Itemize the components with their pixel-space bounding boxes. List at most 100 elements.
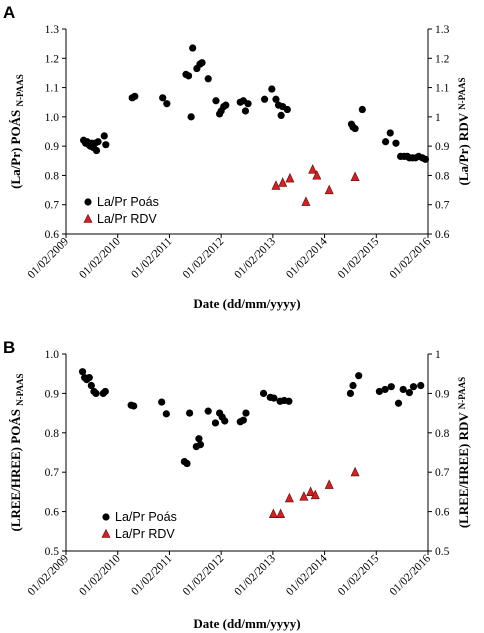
y-axis-label-left-quantity: (LREE/HREE) — [8, 444, 23, 532]
y-tick-right-label: 0.8 — [435, 428, 450, 440]
y-tick-left-label: 0.5 — [45, 546, 60, 558]
data-point-circle — [381, 385, 389, 394]
data-point-circle — [189, 44, 197, 52]
data-point-circle — [387, 383, 395, 391]
data-point-triangle — [350, 171, 360, 181]
panel-a: A 0.6 0.6 0.7 0.7 0.8 0.8 0.9 0.9 1.0 1 1.1 1.1 1.2 1… — [3, 3, 471, 311]
data-point-circle — [277, 111, 285, 119]
panel-letter-b: B — [3, 338, 15, 357]
data-point-circle — [102, 141, 110, 149]
y-tick-right-label: 1.1 — [435, 83, 450, 95]
y-axis-label-right-sub: N-PAAS — [457, 377, 467, 409]
data-point-circle — [421, 155, 430, 163]
data-point-circle — [78, 368, 87, 376]
data-point-circle — [409, 383, 418, 391]
data-point-circle — [358, 105, 366, 114]
x-tick-label: 01/02/2009 — [26, 552, 72, 598]
y-axis-label-right: (La/Pr) RDV N-PAAS — [456, 78, 471, 186]
data-point-circle — [183, 459, 191, 468]
y-tick-left-label: 0.7 — [45, 200, 60, 212]
data-point-circle — [222, 101, 230, 109]
y-axis-label-left: (LREE/HREE) POÁS N-PAAS — [8, 373, 25, 531]
x-tick-label: 01/02/2014 — [284, 552, 330, 598]
data-point-circle — [259, 389, 268, 397]
data-point-circle — [94, 138, 102, 146]
data-point-circle — [268, 85, 276, 93]
y-tick-left-label: 0.9 — [45, 141, 60, 153]
x-tick-label: 01/02/2011 — [129, 552, 174, 597]
y-tick-right-label: 1.3 — [435, 24, 450, 36]
data-point-triangle — [312, 169, 322, 180]
data-point-circle — [85, 374, 93, 382]
x-tick-label: 01/02/2013 — [232, 235, 278, 281]
y-tick-left-label: 1.1 — [45, 83, 60, 95]
y-tick-left-label: 1.0 — [45, 349, 60, 361]
data-point-circle — [92, 389, 100, 397]
x-tick-label: 01/02/2010 — [77, 552, 123, 598]
y-axis-label-right-sub: N-PAAS — [457, 78, 467, 110]
data-point-circle — [285, 397, 293, 405]
data-point-circle — [92, 146, 101, 155]
legend-label: La/Pr RDV — [97, 212, 157, 226]
y-axis-label-right-name: RDV — [456, 110, 471, 141]
data-point-circle — [394, 399, 403, 407]
data-point-circle — [386, 129, 394, 137]
legend-marker-circle — [84, 198, 92, 206]
legend-marker-triangle — [83, 213, 93, 223]
y-tick-left-label: 1.3 — [45, 24, 60, 36]
data-point-circle — [130, 402, 138, 410]
data-point-triangle — [278, 177, 288, 187]
panel-letter-a: A — [3, 3, 15, 22]
data-point-circle — [131, 92, 139, 100]
x-tick-label: 01/02/2015 — [336, 235, 382, 281]
x-tick-label: 01/02/2009 — [26, 235, 72, 281]
data-point-circle — [221, 417, 229, 425]
series-rdv — [268, 466, 360, 519]
y-tick-right-label: 0.7 — [435, 200, 450, 212]
data-point-circle — [399, 385, 407, 394]
data-point-triangle — [308, 164, 318, 174]
data-point-circle — [204, 407, 212, 415]
y-tick-right-label: 0.6 — [435, 507, 450, 519]
data-point-circle — [270, 394, 278, 402]
data-point-circle — [260, 95, 269, 103]
y-tick-right-label: 0.6 — [435, 229, 450, 241]
y-tick-left-label: 0.6 — [45, 507, 60, 519]
data-point-triangle — [350, 466, 360, 477]
data-point-triangle — [310, 489, 320, 500]
data-point-circle — [405, 389, 413, 397]
series-poas — [79, 44, 430, 163]
data-point-circle — [283, 105, 291, 114]
data-point-circle — [346, 389, 355, 397]
x-tick-label: 01/02/2010 — [77, 235, 123, 281]
legend-label: La/Pr Poás — [115, 510, 177, 524]
legend: La/Pr Poás La/Pr RDV — [101, 510, 177, 541]
y-axis-label-right: (LREE/HREE) RDV N-PAAS — [456, 377, 471, 528]
data-point-circle — [272, 95, 280, 103]
data-point-circle — [198, 59, 206, 67]
data-point-circle — [185, 409, 194, 417]
data-point-circle — [204, 75, 212, 83]
data-point-circle — [211, 419, 220, 427]
data-point-circle — [87, 381, 95, 390]
data-point-circle — [351, 124, 359, 133]
x-tick-label: 01/02/2015 — [336, 552, 382, 598]
data-point-circle — [375, 387, 383, 396]
y-tick-right-label: 1 — [435, 349, 441, 361]
data-point-triangle — [271, 180, 281, 190]
data-point-triangle — [306, 486, 316, 496]
x-tick-label: 01/02/2012 — [181, 235, 227, 281]
data-point-triangle — [285, 172, 295, 183]
y-axis-label-right-quantity: (LREE/HREE) — [456, 440, 471, 528]
data-point-triangle — [299, 491, 309, 501]
data-point-circle — [187, 113, 195, 121]
y-tick-left-label: 0.8 — [45, 170, 60, 182]
data-point-circle — [417, 381, 425, 390]
y-tick-right-label: 0.9 — [435, 388, 450, 400]
data-point-circle — [242, 409, 250, 417]
x-tick-label: 01/02/2012 — [181, 552, 227, 598]
y-tick-left-label: 0.7 — [45, 467, 60, 479]
x-tick-label: 01/02/2016 — [388, 552, 434, 598]
y-axis-label-left-name: POÁS — [8, 406, 23, 444]
